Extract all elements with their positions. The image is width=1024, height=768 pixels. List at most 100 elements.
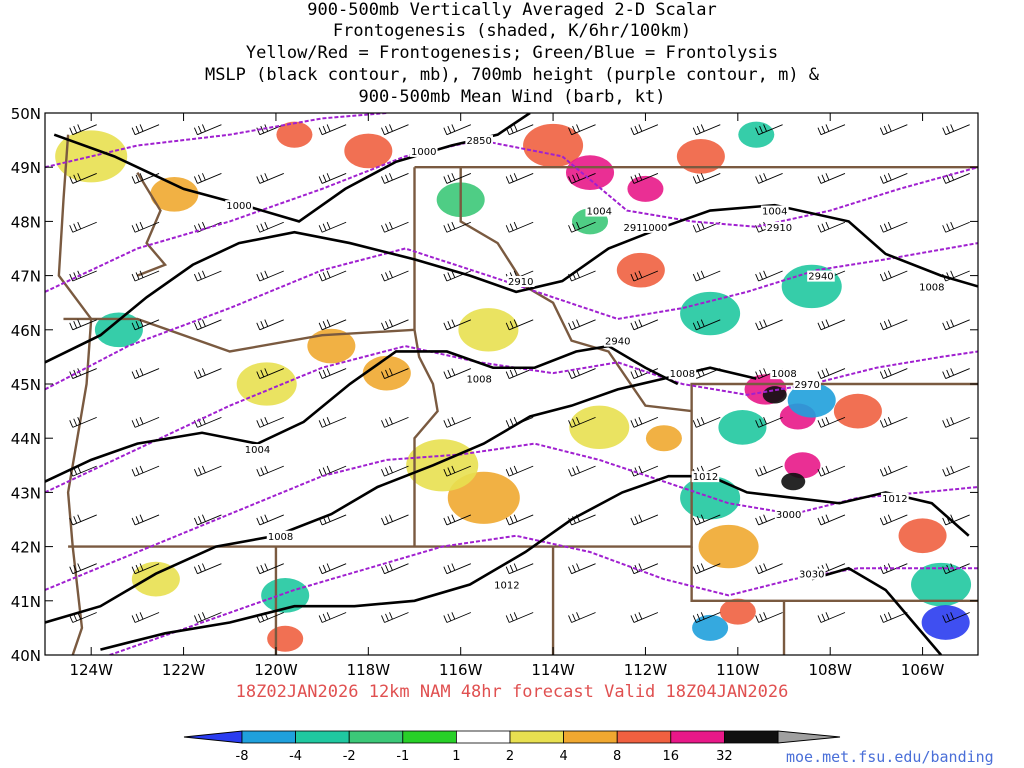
shaded-region [150,176,199,212]
wind-barb [505,173,534,184]
wind-barb [817,416,846,428]
title-line-3: Yellow/Red = Frontogenesis; Green/Blue =… [245,43,779,63]
contour-label: 1000 [226,201,251,212]
contour-label: 1012 [693,472,718,483]
state-border [63,317,415,353]
colorbar-segment [241,730,296,744]
wind-barb [381,416,409,428]
height-contour [45,139,978,293]
y-tick-label: 44N [11,430,41,448]
wind-barb [443,368,472,379]
y-tick-label: 46N [11,322,41,340]
wind-barb [194,173,222,184]
wind-barb [692,173,721,184]
shaded-region [94,312,143,348]
x-tick-label: 120W [254,661,298,679]
wind-barb [568,221,596,233]
state-border [57,134,93,655]
wind-barb [131,416,160,428]
wind-barb [318,124,347,136]
wind-barb [194,319,222,331]
wind-barb [879,416,908,428]
shaded-region [738,121,775,148]
title-line-5: 900-500mb Mean Wind (barb, kt) [358,87,666,107]
shaded-region [911,562,972,607]
wind-barb [505,465,534,477]
contour-label: 2940 [808,272,833,283]
wind-barb [131,124,160,136]
contour-label: 1004 [587,207,612,218]
y-tick-label: 41N [11,593,41,611]
wind-barb [568,173,596,184]
height-contour [45,442,978,591]
wind-barb [879,124,908,136]
shaded-region [784,452,821,479]
y-tick-label: 45N [11,376,41,394]
wind-barb [256,465,284,477]
wind-barb [131,465,160,477]
wind-barb [194,368,222,379]
contour-label: 1008 [771,369,796,380]
title-line-2: Frontogenesis (shaded, K/6hr/100km) [332,21,692,41]
x-tick-label: 122W [162,661,206,679]
wind-barb [194,465,222,477]
wind-barb [817,124,846,136]
contour-label: 1004 [245,445,270,456]
wind-barb [131,319,160,331]
shaded-region [55,130,128,183]
wind-barb [194,124,222,136]
colorbar-segment [295,730,350,744]
wind-barb [318,612,347,623]
wind-barb [630,319,659,331]
wind-barb [69,173,97,184]
wind-barb [692,319,721,331]
colorbar-label: 1 [452,749,460,764]
wind-barb [256,514,284,526]
wind-barb [443,319,472,331]
x-tick-label: 108W [808,661,852,679]
shaded-region [261,578,310,613]
contour-label: 2910 [767,223,792,234]
source-credit[interactable]: moe.met.fsu.edu/banding [786,748,994,766]
contour-label: 2910 [623,223,648,234]
colorbar-label: -8 [236,749,249,764]
wind-barb [817,612,846,623]
wind-barb [256,124,284,136]
wind-barb [318,173,347,184]
state-border [459,167,692,413]
x-tick-label: 116W [439,661,483,679]
wind-barb [568,563,596,575]
forecast-subtitle: 18Z02JAN2026 12km NAM 48hr forecast Vali… [235,682,789,702]
wind-barb [443,173,472,184]
wind-barb [69,514,97,526]
wind-barb [381,270,409,282]
x-tick-label: 110W [716,661,760,679]
wind-barb [942,465,970,477]
colorbar-label: 32 [716,749,733,764]
y-tick-label: 50N [11,105,41,123]
wind-barb [942,319,970,331]
wind-barb [131,221,160,233]
shaded-region [718,410,767,445]
wind-barb [755,465,783,477]
wind-barb [630,416,659,428]
wind-barb [630,124,659,136]
wind-barb [256,173,284,184]
wind-barb [69,270,97,282]
state-border [690,546,978,602]
mslp-contour [45,203,978,364]
wind-barb [256,319,284,331]
wind-barb [942,563,970,575]
wind-barb [381,465,409,477]
x-tick-label: 114W [531,661,575,679]
contour-label: 3030 [799,570,824,581]
wind-barb [942,612,970,623]
wind-barb [381,124,409,136]
wind-barb [131,612,160,623]
y-tick-label: 42N [11,539,41,557]
wind-barb [69,416,97,428]
wind-barb [194,612,222,623]
wind-barb [69,221,97,233]
contour-label: 1000 [411,147,436,158]
wind-barb [568,612,596,623]
